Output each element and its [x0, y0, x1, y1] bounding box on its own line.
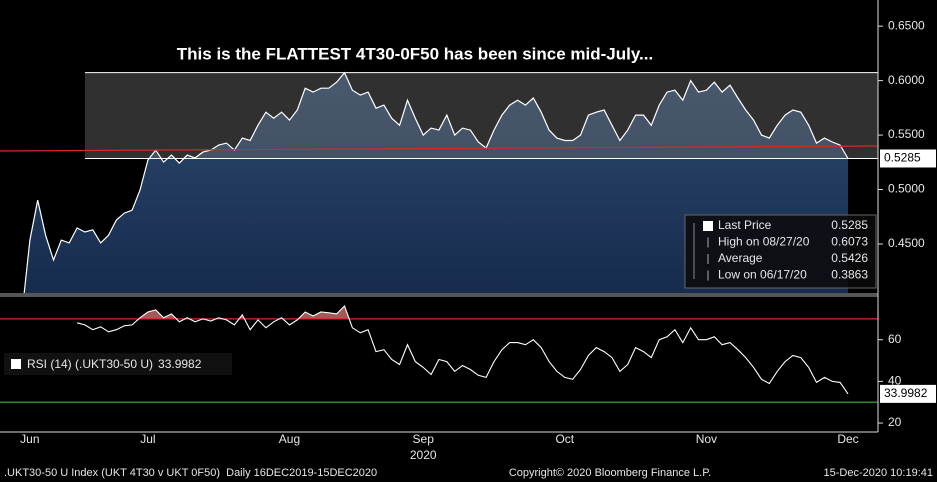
- area-fill: [22, 72, 848, 293]
- legend-label: Low on 06/17/20: [718, 268, 807, 282]
- y-tick-label: 40: [888, 374, 902, 388]
- last-value-tag: [880, 384, 936, 403]
- main-plot: [22, 71, 878, 293]
- legend-label: Last Price: [718, 218, 772, 232]
- rsi-label: RSI (14) (.UKT30-50 U): [27, 357, 153, 371]
- x-tick-label: Oct: [555, 432, 574, 446]
- legend-value: 0.3863: [831, 268, 868, 282]
- chart-title: This is the FLATTEST 4T30-0F50 has been …: [177, 44, 653, 63]
- legend-value: 0.5426: [831, 251, 868, 265]
- legend-swatch: [703, 221, 713, 231]
- x-tick-label: Nov: [696, 432, 717, 446]
- footer-center: Copyright© 2020 Bloomberg Finance L.P.: [509, 467, 711, 479]
- rsi-legend-text: RSI (14) (.UKT30-50 U) 33.9982: [27, 357, 202, 371]
- x-tick-label: Jul: [140, 432, 155, 446]
- x-tick-label: Aug: [279, 432, 300, 446]
- y-tick-label: 60: [888, 332, 902, 346]
- trend-line: [0, 145, 878, 152]
- rsi-plot: [0, 304, 878, 403]
- x-tick-label: Sep: [413, 432, 435, 446]
- y-tick-label: 0.6000: [888, 73, 925, 87]
- y-tick-label: 0.6500: [888, 18, 925, 32]
- legend-value: 0.5285: [831, 218, 868, 232]
- rsi-last: 33.9982: [158, 357, 202, 371]
- footer-right: 15-Dec-2020 10:19:41: [824, 467, 933, 479]
- rsi-legend-swatch: [11, 359, 21, 369]
- y-tick-label: 0.5500: [888, 127, 925, 141]
- range-band: [84, 72, 878, 159]
- legend-value: 0.6073: [831, 235, 868, 249]
- last-value-text: 33.9982: [884, 386, 928, 400]
- x-tick-label: Dec: [837, 432, 858, 446]
- rsi-legend-box: [4, 353, 232, 375]
- price-line: [23, 71, 849, 293]
- y-tick-label: 0.4500: [888, 236, 925, 250]
- last-value-tag: [880, 149, 936, 168]
- panel-divider: [0, 293, 878, 297]
- legend-label: Average: [718, 251, 763, 265]
- y-tick-label: 0.5000: [888, 182, 925, 196]
- overbought-fill: [77, 306, 848, 319]
- footer-left: .UKT30-50 U Index (UKT 4T30 v UKT 0F50) …: [4, 467, 377, 479]
- year-label: 2020: [410, 448, 437, 462]
- legend-box: [684, 214, 877, 289]
- legend-label: High on 08/27/20: [718, 235, 810, 249]
- last-value-text: 0.5285: [884, 151, 921, 165]
- rsi-line: [76, 304, 849, 395]
- y-tick-label: 20: [888, 415, 902, 429]
- x-tick-label: Jun: [20, 432, 39, 446]
